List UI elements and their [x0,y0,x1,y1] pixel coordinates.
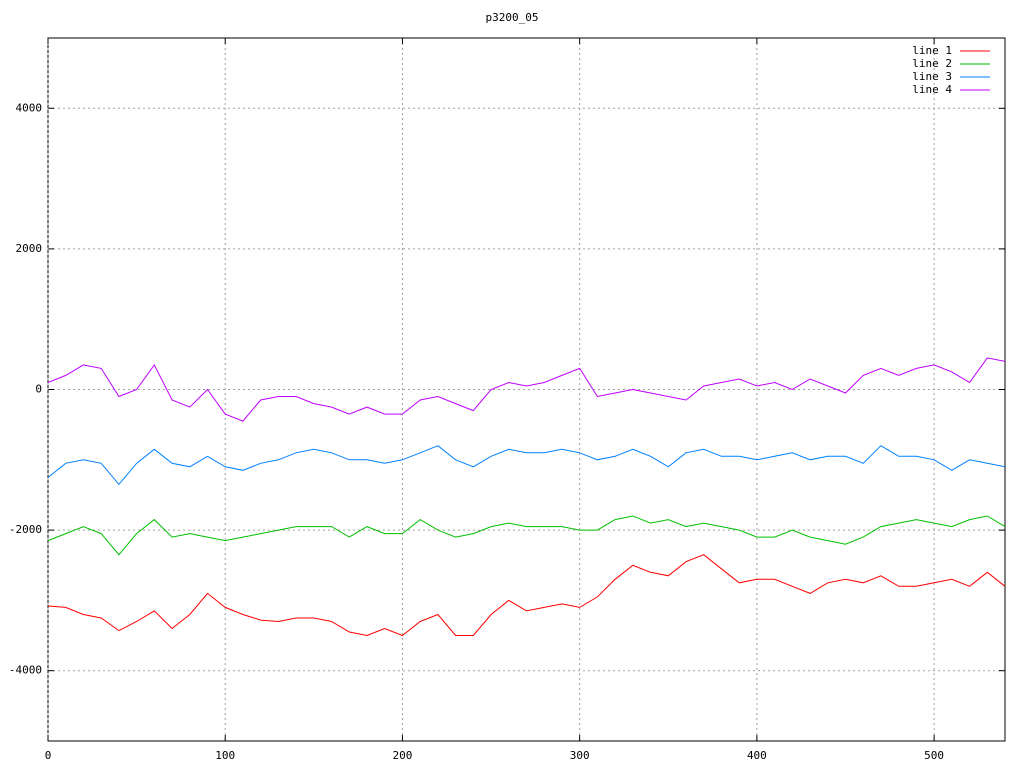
plot-frame [47,37,1006,742]
data-line [47,357,1006,422]
legend-label: line 4 [912,83,952,96]
y-tick-label: 2000 [16,242,43,255]
y-tick-label: 4000 [16,101,43,114]
y-tick-label: -2000 [9,523,42,536]
legend-label: line 1 [912,44,952,57]
x-tick-label: 0 [45,749,52,762]
chart-title: p3200_05 [486,11,539,24]
legend-label: line 3 [912,70,952,83]
data-line [47,515,1006,556]
x-tick-label: 100 [215,749,235,762]
x-tick-label: 300 [570,749,590,762]
data-line [47,554,1006,637]
legend-label: line 2 [912,57,952,70]
y-tick-label: -4000 [9,664,42,677]
x-tick-label: 200 [393,749,413,762]
data-line [47,445,1006,486]
x-tick-label: 500 [924,749,944,762]
y-tick-label: 0 [35,383,42,396]
x-tick-label: 400 [747,749,767,762]
